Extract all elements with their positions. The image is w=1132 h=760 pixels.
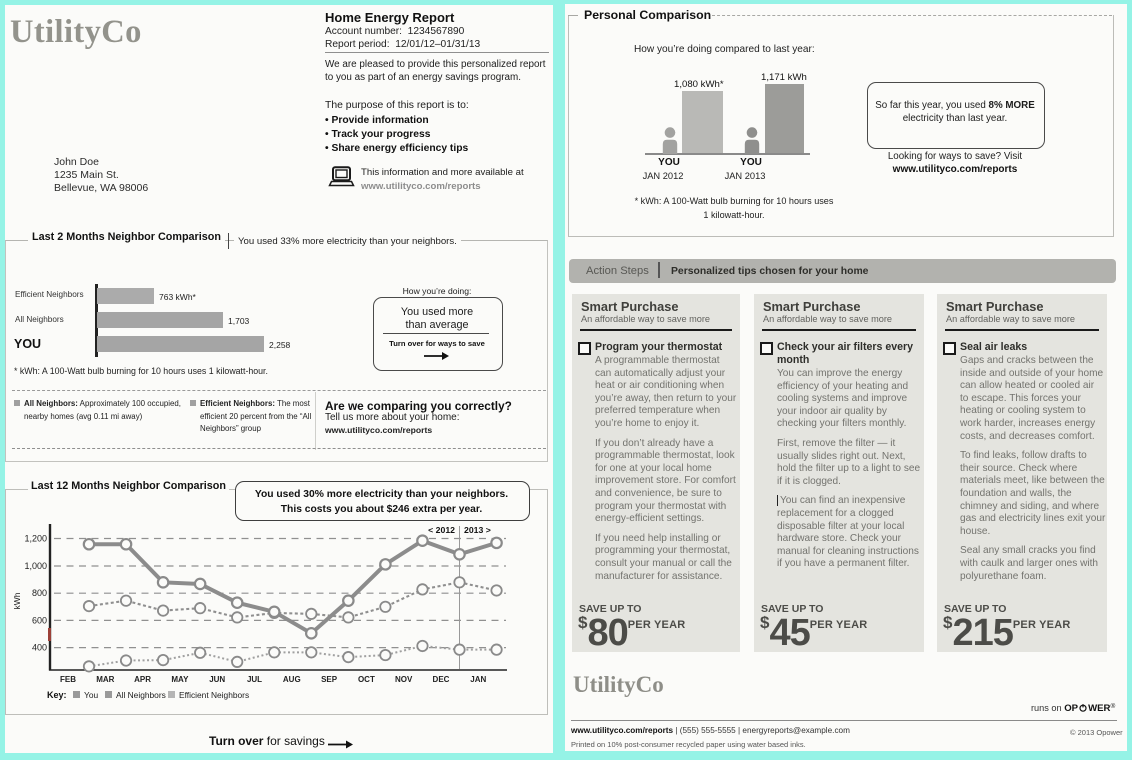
svg-text:SEP: SEP: [321, 675, 338, 684]
svg-text:JUL: JUL: [247, 675, 262, 684]
svg-text:OCT: OCT: [358, 675, 375, 684]
svg-text:kWh: kWh: [12, 592, 22, 609]
svg-text:2013 >: 2013 >: [464, 525, 491, 535]
svg-text:JUN: JUN: [209, 675, 225, 684]
svg-text:< 2012: < 2012: [428, 525, 455, 535]
svg-text:1,200: 1,200: [24, 534, 47, 544]
svg-text:FEB: FEB: [60, 675, 76, 684]
svg-text:JAN: JAN: [470, 675, 486, 684]
svg-text:NOV: NOV: [395, 675, 413, 684]
svg-text:MAY: MAY: [171, 675, 189, 684]
svg-text:MAR: MAR: [96, 675, 114, 684]
svg-text:800: 800: [32, 588, 47, 598]
svg-text:APR: APR: [134, 675, 151, 684]
svg-text:400: 400: [32, 643, 47, 653]
svg-text:DEC: DEC: [433, 675, 450, 684]
svg-text:AUG: AUG: [283, 675, 301, 684]
svg-text:600: 600: [32, 615, 47, 625]
svg-text:1,000: 1,000: [24, 561, 47, 571]
